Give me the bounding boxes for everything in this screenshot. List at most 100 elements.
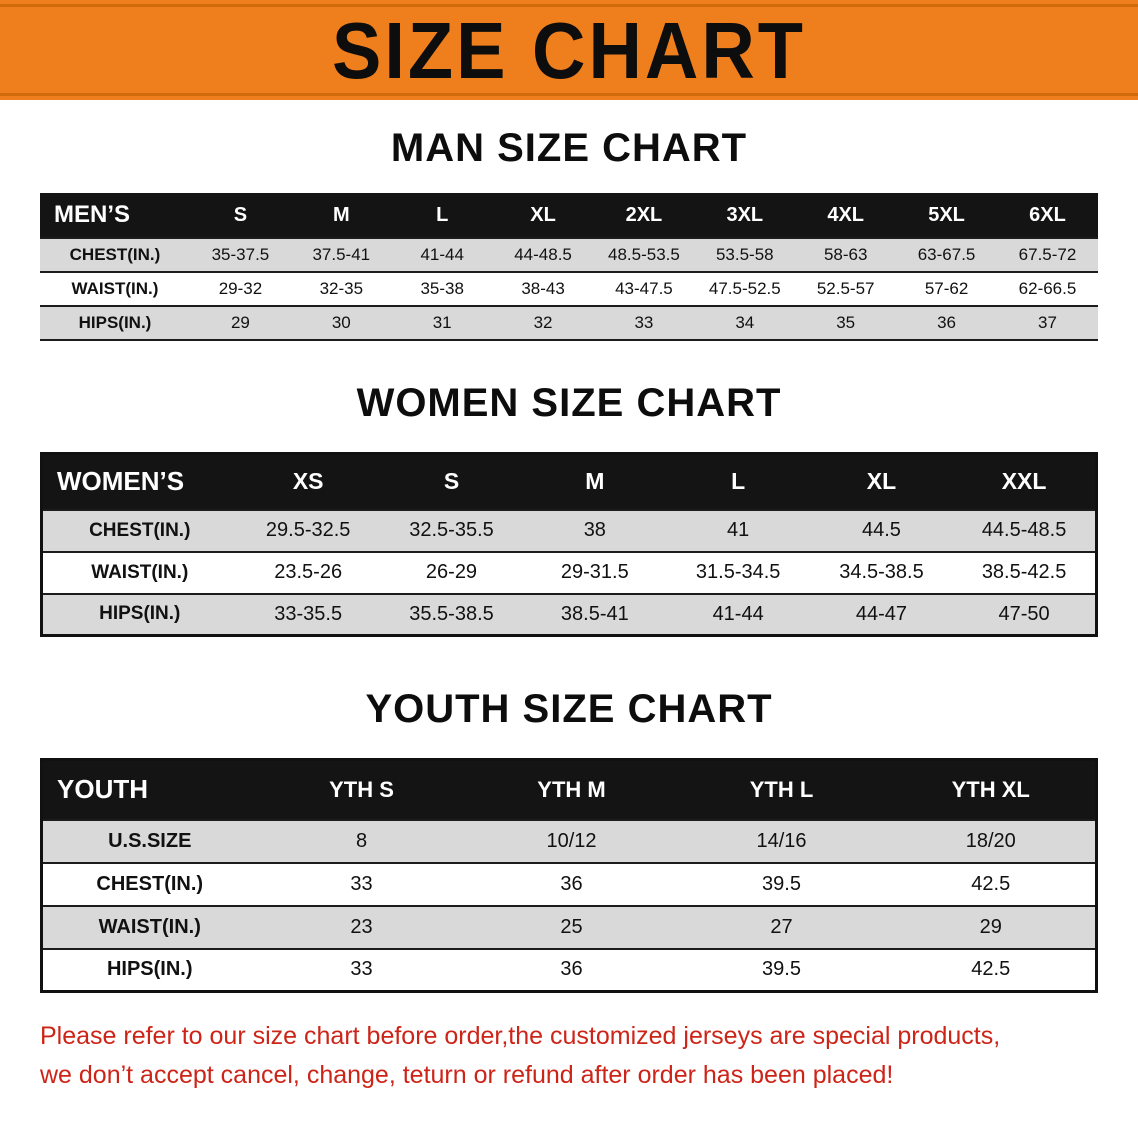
- size-value-cell: 47-50: [998, 602, 1050, 625]
- table-title-cell: WOMEN’S: [41, 453, 237, 510]
- size-header-cell: XL: [809, 453, 954, 510]
- measure-row: HIPS(IN.) 29 30 31 32 33 34 35 36 37: [40, 306, 1098, 340]
- size-header-cell: YTH S: [256, 759, 467, 820]
- size-value-cell: 48.5-53.5: [608, 245, 680, 264]
- size-header-cell: L: [391, 193, 493, 238]
- size-value-cell: 18/20: [965, 829, 1016, 852]
- size-value-cell: 29: [979, 915, 1002, 938]
- size-value-cell: 57-62: [924, 279, 969, 298]
- measure-row: U.S.SIZE 8 10/12 14/16 18/20: [41, 819, 1097, 863]
- size-header-cell: M: [290, 193, 392, 238]
- size-value-cell: 62-66.5: [1018, 279, 1077, 298]
- size-value-cell: 39.5: [762, 872, 801, 895]
- youth-section: YOUTH SIZE CHART YOUTH YTH S YTH M YTH L YTH…: [0, 687, 1138, 993]
- size-header-cell: YTH L: [676, 759, 887, 820]
- size-value-cell: 35.5-38.5: [409, 602, 494, 625]
- table-header-row: MEN’S S M L XL 2XL 3XL 4XL 5XL 6XL: [40, 193, 1098, 238]
- measure-row: CHEST(IN.) 35-37.5 37.5-41 41-44 44-48.5 48.5…: [40, 238, 1098, 272]
- women-section-heading: WOMEN SIZE CHART: [356, 381, 782, 425]
- size-value-cell: 37.5-41: [312, 245, 371, 264]
- size-value-cell: 34: [735, 313, 755, 332]
- measure-row: HIPS(IN.) 33-35.5 35.5-38.5 38.5-41 41-44 44-…: [41, 593, 1097, 636]
- size-value-cell: 36: [560, 872, 583, 895]
- table-title-cell: MEN’S: [40, 193, 190, 238]
- size-value-cell: 32.5-35.5: [409, 519, 494, 541]
- size-value-cell: 8: [355, 829, 368, 852]
- measure-label: WAIST(IN.): [98, 915, 201, 938]
- size-value-cell: 34.5-38.5: [839, 561, 924, 583]
- table-header-row: YOUTH YTH S YTH M YTH L YTH XL: [41, 759, 1097, 820]
- size-header-cell: XL: [492, 193, 594, 238]
- size-value-cell: 36: [937, 313, 957, 332]
- size-header-cell: 2XL: [593, 193, 695, 238]
- size-value-cell: 36: [560, 958, 583, 981]
- size-value-cell: 52.5-57: [816, 279, 875, 298]
- size-value-cell: 32-35: [319, 279, 364, 298]
- table-title-cell: YOUTH: [41, 759, 257, 820]
- size-value-cell: 39.5: [762, 958, 801, 981]
- size-value-cell: 10/12: [546, 829, 597, 852]
- size-value-cell: 53.5-58: [715, 245, 774, 264]
- measure-row: WAIST(IN.) 23.5-26 26-29 29-31.5 31.5-34.5 34…: [41, 551, 1097, 594]
- size-value-cell: 23.5-26: [274, 561, 343, 583]
- measure-label: HIPS(IN.): [106, 958, 193, 981]
- youth-size-table: YOUTH YTH S YTH M YTH L YTH XL U.S.SIZE 8 10/12…: [40, 758, 1098, 993]
- size-value-cell: 25: [560, 915, 583, 938]
- size-header-cell: S: [379, 453, 524, 510]
- measure-row: WAIST(IN.) 23 25 27 29: [41, 905, 1097, 949]
- measure-row: CHEST(IN.) 33 36 39.5 42.5: [41, 862, 1097, 906]
- size-value-cell: 38.5-42.5: [981, 561, 1067, 583]
- size-header-cell: YTH XL: [886, 759, 1097, 820]
- size-value-cell: 31: [432, 313, 452, 332]
- size-value-cell: 41: [727, 519, 750, 541]
- notice-line-1: Please refer to our size chart before or…: [40, 1022, 1001, 1050]
- size-value-cell: 33: [350, 958, 373, 981]
- size-value-cell: 29-31.5: [560, 561, 629, 583]
- size-value-cell: 38.5-41: [560, 602, 629, 625]
- size-value-cell: 63-67.5: [917, 245, 976, 264]
- size-value-cell: 33-35.5: [274, 602, 343, 625]
- size-value-cell: 31.5-34.5: [695, 561, 781, 583]
- size-value-cell: 27: [770, 915, 793, 938]
- men-section-heading: MAN SIZE CHART: [390, 126, 748, 170]
- measure-label: HIPS(IN.): [78, 313, 152, 332]
- size-header-cell: L: [666, 453, 810, 510]
- size-value-cell: 43-47.5: [615, 279, 673, 298]
- measure-label: CHEST(IN.): [69, 245, 161, 264]
- size-value-cell: 35: [836, 313, 856, 332]
- size-value-cell: 47.5-52.5: [708, 279, 781, 298]
- women-size-table: WOMEN’S XS S M L XL XXL CHEST(IN.) 29.5-32.5 32.5…: [40, 452, 1098, 637]
- measure-label: WAIST(IN.): [91, 561, 189, 583]
- size-header-cell: YTH M: [466, 759, 677, 820]
- size-value-cell: 41-44: [712, 602, 764, 625]
- size-value-cell: 44.5: [862, 519, 901, 541]
- size-header-cell: 5XL: [896, 193, 997, 238]
- size-value-cell: 42.5: [971, 958, 1011, 981]
- size-value-cell: 23: [350, 915, 373, 938]
- size-value-cell: 67.5-72: [1018, 245, 1077, 264]
- measure-label: WAIST(IN.): [71, 279, 159, 298]
- size-value-cell: 44.5-48.5: [981, 519, 1067, 541]
- size-value-cell: 14/16: [756, 829, 807, 852]
- men-section: MAN SIZE CHART MEN’S S M L XL 2XL 3XL 4XL 5XL 6XL…: [0, 126, 1138, 341]
- size-value-cell: 26-29: [425, 561, 478, 583]
- measure-row: WAIST(IN.) 29-32 32-35 35-38 38-43 43-47.5 47.…: [40, 272, 1098, 306]
- size-header-cell: XXL: [953, 453, 1097, 510]
- size-header-cell: 6XL: [997, 193, 1098, 238]
- size-value-cell: 33: [350, 872, 373, 895]
- size-value-cell: 44-47: [855, 602, 908, 625]
- men-size-table: MEN’S S M L XL 2XL 3XL 4XL 5XL 6XL CHEST(IN.) 35-37…: [40, 193, 1098, 341]
- measure-label: HIPS(IN.): [99, 603, 181, 625]
- measure-label: U.S.SIZE: [108, 829, 192, 852]
- size-value-cell: 33: [634, 313, 654, 332]
- size-chart-page: SIZE CHART MAN SIZE CHART MEN’S S M L XL 2XL 3…: [0, 0, 1138, 1089]
- notice-line-2: we don’t accept cancel, change, teturn o…: [40, 1060, 894, 1089]
- size-value-cell: 32: [533, 313, 553, 332]
- size-value-cell: 30: [331, 313, 351, 332]
- women-section: WOMEN SIZE CHART WOMEN’S XS S M L XL XXL CHEST(…: [0, 381, 1138, 637]
- measure-row: HIPS(IN.) 33 36 39.5 42.5: [41, 948, 1097, 992]
- youth-section-heading: YOUTH SIZE CHART: [365, 687, 773, 731]
- size-header-cell: M: [523, 453, 667, 510]
- size-value-cell: 35-38: [420, 279, 464, 298]
- size-value-cell: 29.5-32.5: [265, 519, 351, 541]
